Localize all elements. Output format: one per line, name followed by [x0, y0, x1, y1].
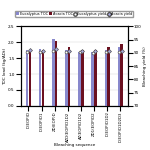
Acacia yield	[121, 49, 123, 52]
Bar	[52, 39, 55, 106]
Bar	[39, 49, 41, 106]
Bar	[120, 44, 123, 106]
Y-axis label: TOC load (kg/ADt): TOC load (kg/ADt)	[3, 48, 7, 85]
Eucalyptus yield	[39, 51, 41, 54]
Eucalyptus yield	[118, 51, 120, 53]
Legend: Eucalyptus TOC, Acacia TOC, Eucalyptus yield, Acacia yield: Eucalyptus TOC, Acacia TOC, Eucalyptus y…	[15, 11, 133, 17]
Bar	[94, 50, 97, 106]
Bar	[65, 50, 68, 106]
Acacia yield	[42, 50, 44, 52]
Bar	[26, 50, 28, 106]
Bar	[81, 50, 84, 106]
Y-axis label: Bleaching yield (%): Bleaching yield (%)	[143, 46, 147, 86]
Eucalyptus yield	[92, 51, 94, 54]
Eucalyptus yield	[105, 51, 107, 53]
X-axis label: Bleaching sequence: Bleaching sequence	[54, 143, 95, 147]
Eucalyptus yield	[52, 50, 54, 52]
Bar	[28, 52, 31, 106]
Bar	[42, 50, 44, 106]
Eucalyptus yield	[26, 50, 28, 53]
Bar	[118, 47, 120, 106]
Bar	[68, 47, 70, 106]
Acacia yield	[94, 50, 97, 52]
Eucalyptus yield	[78, 51, 81, 54]
Acacia yield	[107, 50, 110, 52]
Bar	[107, 47, 110, 106]
Eucalyptus yield	[65, 51, 68, 53]
Acacia yield	[55, 48, 57, 51]
Acacia yield	[68, 50, 70, 52]
Acacia yield	[81, 50, 84, 52]
Bar	[92, 52, 94, 106]
Bar	[55, 41, 57, 106]
Acacia yield	[29, 48, 31, 51]
Bar	[78, 52, 81, 106]
Bar	[105, 50, 107, 106]
